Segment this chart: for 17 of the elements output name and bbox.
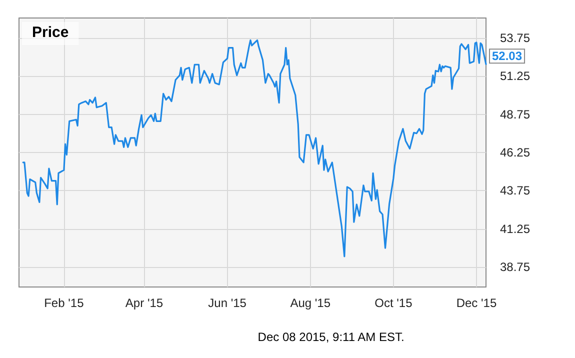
- line-series: [22, 39, 487, 258]
- y-tick-label: 43.75: [500, 184, 530, 198]
- x-tick-label: Apr '15: [125, 296, 164, 310]
- x-tick-label: Aug '15: [290, 296, 331, 310]
- x-tick-label: Feb '15: [44, 296, 84, 310]
- y-tick-label: 53.75: [500, 30, 530, 45]
- x-tick-label: Jun '15: [208, 296, 247, 310]
- x-tick-label: Oct '15: [374, 296, 413, 310]
- text: Dec 08 2015, 9:11 AM EST.: [258, 330, 404, 344]
- y-tick-label: 51.25: [500, 69, 530, 84]
- y-tick-label: 46.25: [500, 146, 530, 160]
- data-label: 52.03: [492, 49, 522, 64]
- y-tick-label: 48.75: [500, 107, 530, 122]
- y-tick-label: 41.25: [500, 222, 530, 236]
- x-tick-label: Dec '15: [456, 296, 497, 310]
- chart-title: Price: [32, 24, 69, 41]
- y-tick-label: 38.75: [500, 260, 530, 274]
